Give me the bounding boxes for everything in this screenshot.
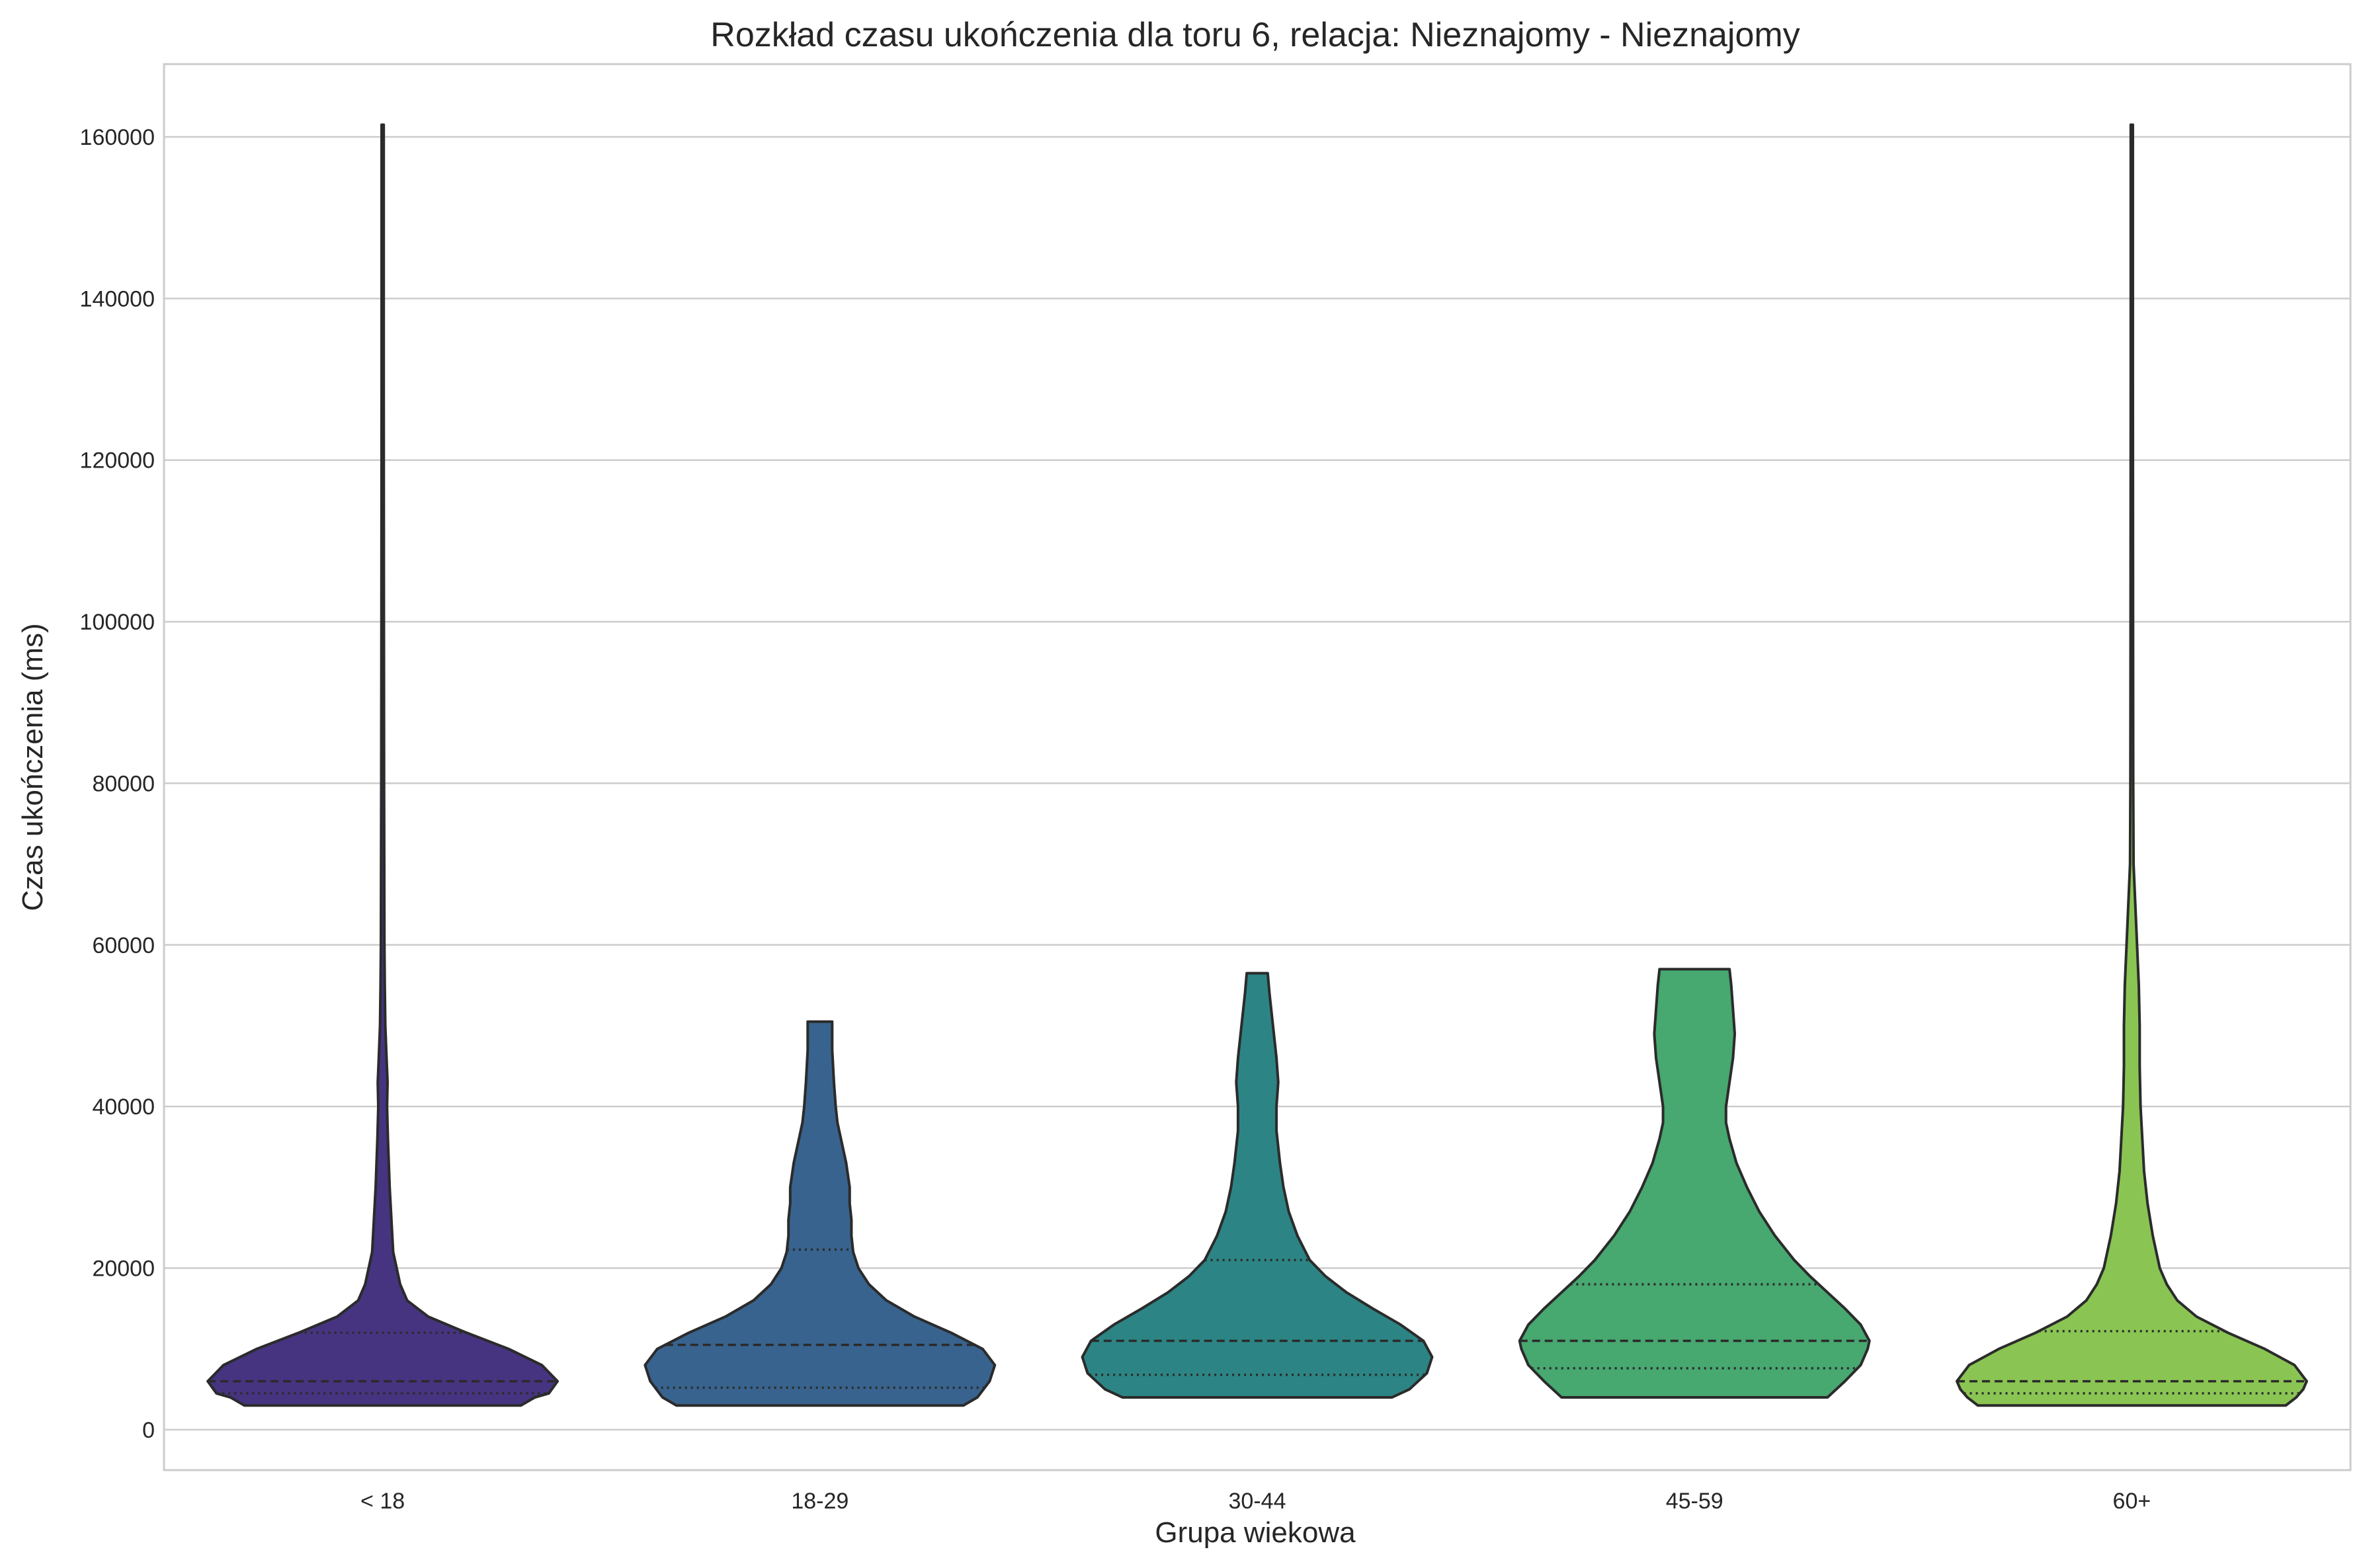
x-tick-label: 30-44 (1229, 1489, 1286, 1514)
violin-body (643, 1020, 997, 1407)
x-tick-label: 18-29 (791, 1489, 849, 1514)
x-tick-label: 45-59 (1666, 1489, 1723, 1514)
y-tick-label: 160000 (80, 125, 155, 150)
y-tick-label: 80000 (92, 771, 155, 796)
y-tick-label: 120000 (80, 448, 155, 474)
violin-5 (1955, 123, 2308, 1407)
y-tick-label: 0 (142, 1418, 155, 1443)
grid-lines (164, 136, 2350, 1431)
y-tick-label: 100000 (80, 610, 155, 635)
violin-body (206, 123, 560, 1407)
y-tick-label: 60000 (92, 933, 155, 958)
y-tick-labels: 0 20000 40000 60000 80000 100000 120000 140000 1… (80, 125, 155, 1443)
violins (206, 123, 2308, 1407)
y-axis-label: Czas ukończenia (ms) (17, 623, 49, 911)
x-tick-label: 60+ (2113, 1489, 2151, 1514)
violin-3 (1081, 971, 1434, 1399)
y-tick-label: 40000 (92, 1094, 155, 1120)
chart-title: Rozkład czasu ukończenia dla toru 6, rel… (710, 16, 1800, 54)
violin-2 (643, 1020, 997, 1407)
x-tick-label: < 18 (360, 1489, 405, 1514)
y-tick-label: 20000 (92, 1257, 155, 1282)
x-axis-label: Grupa wiekowa (1155, 1516, 1356, 1549)
x-tick-labels: < 18 18-29 30-44 45-59 60+ (360, 1489, 2151, 1514)
y-tick-label: 140000 (80, 286, 155, 311)
violin-body (1081, 971, 1434, 1399)
violin-body (1955, 123, 2308, 1407)
plot-frame (163, 63, 2352, 1471)
violin-body (1518, 968, 1871, 1399)
violin-4 (1518, 968, 1871, 1399)
violin-1 (206, 123, 560, 1407)
